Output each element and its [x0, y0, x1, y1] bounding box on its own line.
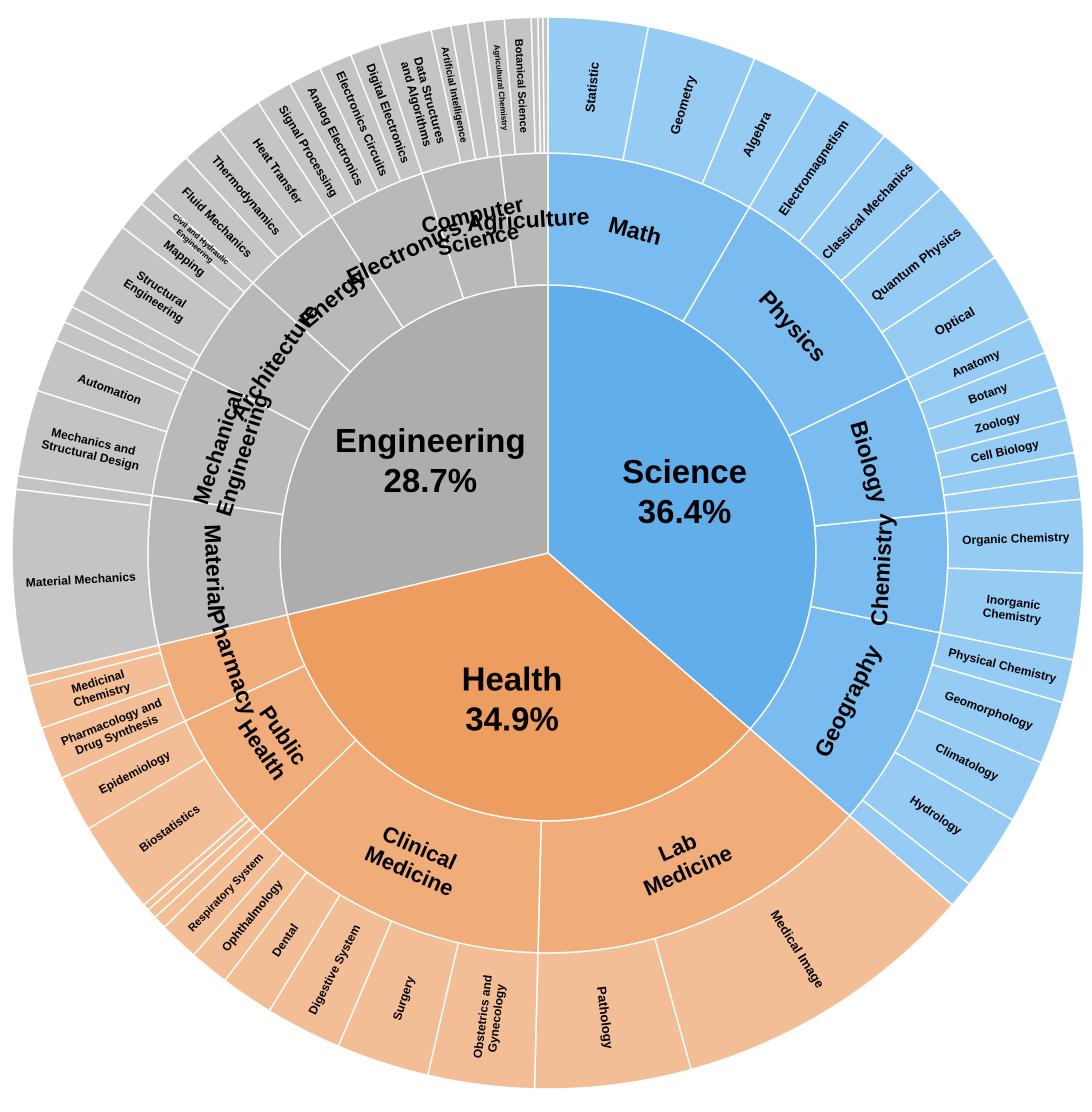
outer-label-botanical-science-line: Botanical Science — [512, 38, 529, 133]
segment-layer — [11, 16, 1085, 1090]
outer-label-statistic-line: Statistic — [582, 61, 602, 113]
outer-label-statistic: Statistic — [582, 61, 602, 113]
outer-label-organic-chemistry-line: Organic Chemistry — [962, 530, 1070, 547]
mid-label-chemistry: Chemistry — [866, 513, 898, 627]
top-label-percent: 28.7% — [383, 462, 477, 499]
mid-label-material: Material — [199, 524, 229, 612]
mid-label-chemistry-line: Chemistry — [866, 513, 898, 627]
top-label-health: Health 34.9% — [462, 661, 563, 738]
outer-segment-agriculture-unlabeled-61 — [542, 16, 549, 154]
top-label-percent: 34.9% — [465, 701, 559, 738]
top-label-name: Health — [462, 661, 563, 698]
outer-label-inorganic-chemistry: InorganicChemistry — [982, 592, 1044, 627]
top-label-science: Science 36.4% — [622, 453, 747, 530]
mid-label-material-line: Material — [199, 524, 229, 612]
outer-label-material-mechanics: Material Mechanics — [25, 570, 136, 590]
top-label-engineering: Engineering 28.7% — [335, 422, 526, 499]
top-label-name: Engineering — [335, 422, 526, 459]
outer-label-botanical-science: Botanical Science — [512, 38, 529, 133]
top-label-percent: 36.4% — [638, 493, 732, 530]
outer-label-inorganic-chemistry-line: Inorganic — [986, 592, 1042, 612]
outer-label-organic-chemistry: Organic Chemistry — [962, 530, 1070, 547]
outer-label-material-mechanics-line: Material Mechanics — [25, 570, 136, 590]
top-label-name: Science — [622, 453, 747, 490]
outer-label-inorganic-chemistry-line: Chemistry — [982, 605, 1042, 626]
